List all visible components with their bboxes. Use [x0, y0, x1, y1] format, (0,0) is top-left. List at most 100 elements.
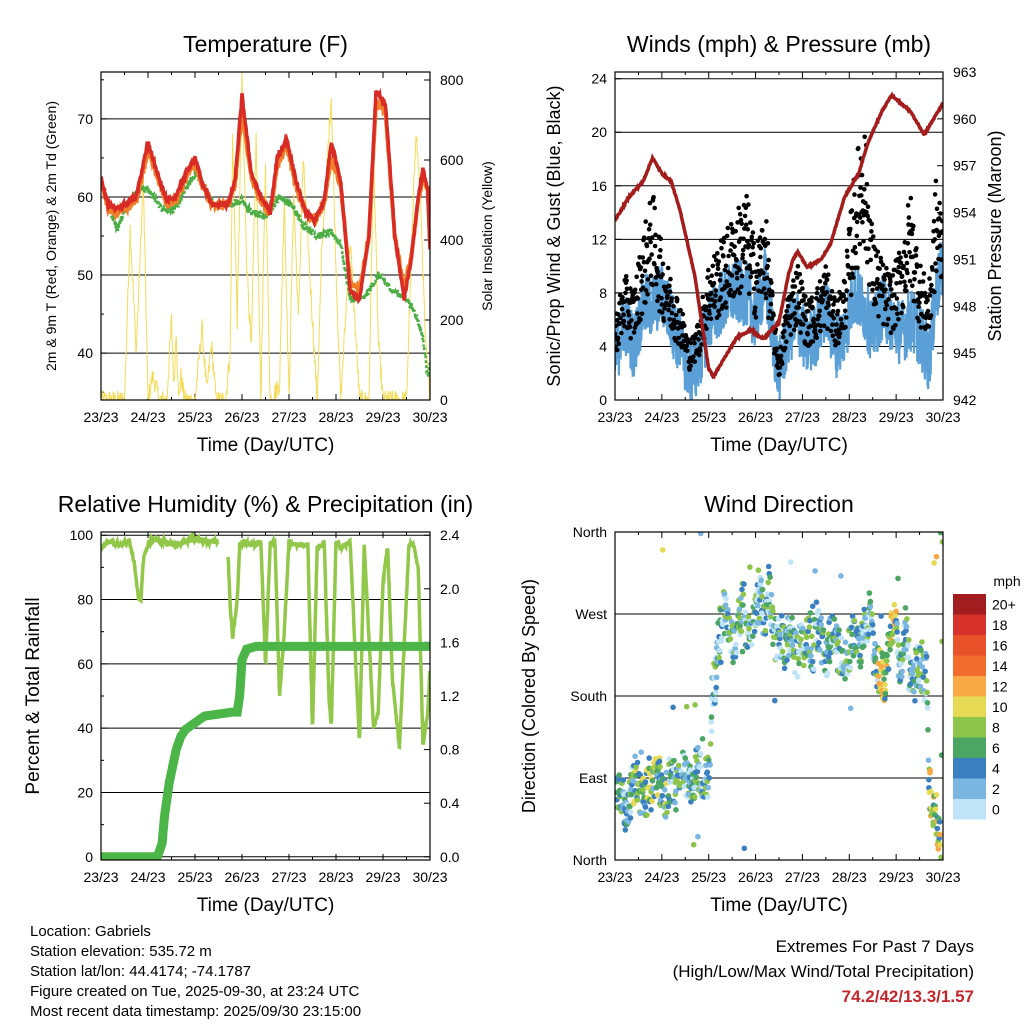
gust-point: [856, 145, 861, 151]
direction-point: [750, 633, 756, 639]
station-info: Location: Gabriels Station elevation: 53…: [30, 922, 361, 1022]
gust-point: [925, 308, 931, 314]
gust-point: [938, 211, 943, 216]
gust-point: [634, 274, 639, 280]
gust-point: [718, 295, 723, 300]
winds-y2tick-label: 942: [953, 392, 977, 408]
gust-point: [865, 204, 871, 209]
gust-point: [808, 323, 813, 329]
humidity-xtick-label: 28/23: [318, 869, 353, 885]
gust-point: [896, 316, 901, 322]
gust-point: [643, 288, 649, 293]
direction-point: [705, 794, 711, 800]
station-pressure-line: [615, 91, 943, 380]
temperature-ytick-label: 40: [77, 345, 93, 361]
gust-point: [937, 216, 942, 221]
humidity-xlabel: Time (Day/UTC): [197, 895, 335, 916]
gust-point: [697, 352, 702, 358]
speed-legend-swatch: [953, 594, 986, 615]
direction-point: [749, 641, 755, 648]
gust-point: [811, 316, 816, 322]
gust-point: [769, 289, 775, 295]
direction-point: [905, 642, 911, 648]
gust-point: [751, 286, 757, 292]
direction-point: [673, 807, 679, 813]
gust-point: [631, 330, 637, 335]
gust-point: [927, 293, 933, 298]
gust-point: [749, 270, 755, 275]
gust-point: [626, 313, 632, 318]
gust-point: [647, 222, 653, 227]
direction-point: [719, 635, 725, 641]
station-elevation: Station elevation: 535.72 m: [30, 943, 212, 960]
speed-legend-swatch: [953, 717, 986, 738]
gust-point: [659, 310, 665, 315]
direction-point: [620, 777, 627, 783]
gust-point: [660, 261, 666, 267]
gust-point: [940, 273, 943, 278]
gust-point: [728, 222, 734, 227]
gust-point: [847, 275, 853, 281]
gust-point: [939, 229, 943, 234]
gust-point: [849, 208, 855, 213]
winds-plot-border: [614, 71, 944, 401]
gust-point: [677, 320, 682, 326]
direction-point: [649, 778, 656, 784]
gust-point: [696, 337, 701, 342]
direction-point: [673, 788, 679, 794]
gust-point: [728, 287, 734, 293]
gust-point: [645, 277, 651, 282]
direction-plot-border: [614, 531, 944, 861]
gust-point: [850, 271, 855, 276]
gust-point: [667, 317, 672, 322]
direction-xtick-label: 25/23: [691, 869, 726, 885]
direction-point: [708, 719, 714, 725]
direction-point: [899, 673, 905, 680]
gust-point: [659, 295, 664, 301]
gust-point: [916, 304, 921, 310]
gust-point: [926, 324, 932, 329]
gust-point: [817, 313, 822, 319]
gust-point: [638, 265, 644, 270]
direction-point: [770, 608, 776, 614]
winds-data: [615, 91, 943, 400]
direction-point: [712, 697, 719, 703]
direction-point: [693, 774, 700, 781]
winds-ytick-label: 20: [591, 124, 607, 140]
direction-point: [931, 560, 937, 566]
direction-xtick-label: 27/23: [785, 869, 820, 885]
gust-point: [735, 220, 740, 225]
temperature-xtick-label: 26/23: [224, 409, 259, 425]
speed-legend-swatch: [953, 635, 986, 656]
gust-point: [769, 280, 774, 286]
direction-point: [692, 702, 698, 708]
direction-title: Wind Direction: [704, 491, 854, 517]
gust-point: [815, 286, 820, 291]
gust-point: [724, 233, 730, 239]
humidity-ylabel: Percent & Total Rainfall: [23, 597, 44, 794]
gust-point: [868, 237, 874, 243]
gust-point: [869, 229, 874, 234]
direction-point: [713, 684, 719, 691]
gust-point: [821, 323, 827, 329]
gust-point: [800, 322, 806, 327]
gust-point: [830, 333, 836, 339]
direction-point: [864, 638, 870, 644]
gust-point: [805, 331, 810, 337]
gust-point: [892, 292, 897, 298]
gust-point: [734, 275, 740, 281]
direction-point: [937, 842, 943, 848]
gust-point: [873, 301, 879, 306]
temp-2m-line: [101, 87, 430, 305]
direction-point: [792, 669, 798, 676]
direction-point: [688, 799, 694, 805]
gust-point: [858, 185, 863, 190]
gust-point: [743, 222, 749, 228]
gust-point: [624, 278, 629, 283]
gust-point: [918, 263, 923, 269]
gust-point: [779, 361, 785, 367]
speed-legend-swatch: [953, 778, 986, 799]
direction-point: [938, 854, 943, 860]
station-latlon: Station lat/lon: 44.4174; -74.1787: [30, 963, 252, 980]
gust-point: [616, 312, 621, 317]
